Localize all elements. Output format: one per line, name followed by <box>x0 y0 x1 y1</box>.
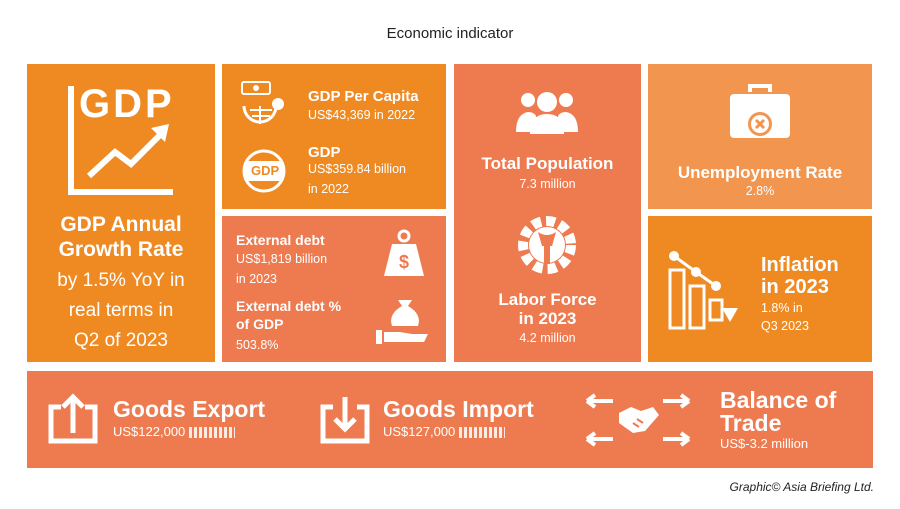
people-group-icon <box>514 88 580 136</box>
labor-force-heading-line1: Labor Force <box>498 290 597 309</box>
page-title: Economic indicator <box>386 25 514 42</box>
external-debt-heading: External debt <box>236 232 325 248</box>
unemployment-heading: Unemployment Rate <box>677 163 843 182</box>
hand-money-bag-icon <box>372 296 432 346</box>
trade-value: US$-3.2 million <box>720 436 809 451</box>
gdp-per-capita-heading: GDP Per Capita <box>308 88 419 105</box>
import-flag-icon <box>459 427 506 439</box>
unemployment-panel: Unemployment Rate 2.8% <box>648 64 872 209</box>
upload-icon <box>45 391 101 447</box>
export-heading: Goods Export <box>113 396 266 422</box>
inflation-value-line1: 1.8% in <box>761 301 803 315</box>
external-debt-pct-heading-line2: of GDP <box>236 316 284 332</box>
external-debt-value-line1: US$1,819 billion <box>236 252 328 266</box>
external-debt-value-line2: in 2023 <box>236 272 278 286</box>
labor-force-heading-line2: in 2023 <box>518 309 577 328</box>
gdp-per-capita-value: US$43,369 in 2022 <box>308 108 416 122</box>
gear-wrench-icon <box>512 210 582 280</box>
inflation-panel: Inflation in 2023 1.8% in Q3 2023 <box>648 216 872 362</box>
declining-bars-icon <box>666 250 740 330</box>
import-heading: Goods Import <box>383 396 534 422</box>
trade-panel: Goods Export US$122,000 Goods Import US$… <box>27 371 873 468</box>
briefcase-x-icon <box>728 84 792 144</box>
gdp-growth-line3: Q2 of 2023 <box>73 330 169 351</box>
money-bag-weight-icon: $ <box>382 228 426 280</box>
gdp-logo-text: GDP <box>79 82 175 126</box>
external-debt-pct-heading-line1: External debt % <box>236 298 342 314</box>
gdp-globe-icon: GDP <box>240 148 288 194</box>
svg-text:$: $ <box>399 252 409 272</box>
gdp-panel: GDP Per Capita US$43,369 in 2022 GDP GDP… <box>222 64 446 209</box>
labor-force-value: 4.2 million <box>519 331 576 345</box>
gdp-growth-heading: GDP Annual Growth Rate <box>58 213 184 261</box>
globe-money-icon <box>238 80 288 126</box>
gdp-value-line2: in 2022 <box>308 182 350 196</box>
export-value-row: US$122,000 <box>113 424 236 439</box>
population-value: 7.3 million <box>519 177 576 191</box>
inflation-heading-line2: in 2023 <box>761 276 829 298</box>
external-debt-panel: External debt US$1,819 billion in 2023 E… <box>222 216 446 362</box>
import-value-row: US$127,000 <box>383 424 506 439</box>
external-debt-pct-value: 503.8% <box>236 338 279 352</box>
gdp-growth-line1: by 1.5% YoY in <box>57 270 185 291</box>
gdp-heading: GDP <box>308 144 341 161</box>
export-flag-icon <box>189 427 236 439</box>
gdp-growth-chart-icon <box>65 84 175 196</box>
credit-text: Graphic© Asia Briefing Ltd. <box>729 480 874 494</box>
trade-heading-line1: Balance of <box>720 387 837 413</box>
trade-heading-line2: Trade <box>720 410 782 436</box>
population-heading: Total Population <box>481 154 614 173</box>
gdp-globe-badge: GDP <box>251 163 280 178</box>
population-labor-panel: Total Population 7.3 million Labor Force… <box>454 64 641 362</box>
import-value: US$127,000 <box>383 424 456 439</box>
handshake-arrows-icon <box>583 393 693 447</box>
export-value: US$122,000 <box>113 424 186 439</box>
gdp-growth-line2: real terms in <box>68 300 174 321</box>
download-icon <box>317 391 373 447</box>
inflation-heading-line1: Inflation <box>761 254 839 276</box>
gdp-growth-panel: GDP GDP Annual Growth Rate by 1.5% YoY i… <box>27 64 215 362</box>
gdp-value-line1: US$359.84 billion <box>308 162 406 176</box>
unemployment-value: 2.8% <box>745 184 775 198</box>
inflation-value-line2: Q3 2023 <box>761 319 809 333</box>
